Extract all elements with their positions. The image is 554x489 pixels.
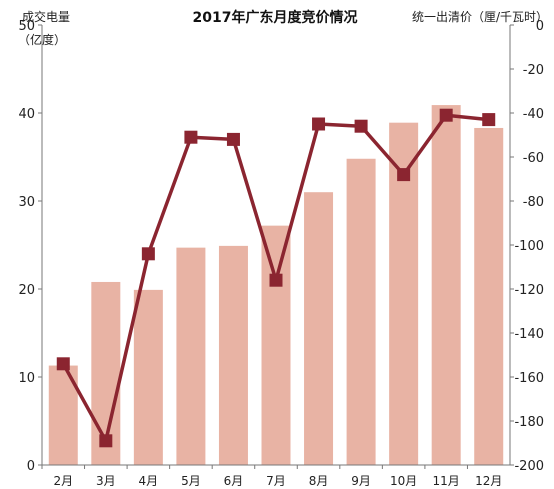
price-marker-2月 [56, 357, 70, 371]
right-tick-label: -40 [523, 107, 544, 122]
price-marker-8月 [312, 117, 326, 131]
price-marker-5月 [184, 130, 198, 144]
price-marker-12月 [482, 113, 496, 127]
right-tick-label: -180 [514, 415, 544, 430]
left-tick-label: 40 [18, 107, 35, 122]
x-tick-label: 4月 [139, 474, 159, 488]
price-marker-11月 [439, 108, 453, 122]
left-tick-label: 0 [27, 459, 35, 474]
price-marker-4月 [141, 247, 155, 261]
x-tick-label: 2月 [53, 474, 73, 488]
right-tick-label: -60 [523, 151, 544, 166]
x-tick-label: 10月 [390, 474, 417, 488]
right-tick-label: 0 [536, 19, 544, 34]
right-axis-title: 统一出清价（厘/千瓦时） [412, 10, 548, 24]
x-tick-label: 5月 [181, 474, 201, 488]
bar-4月 [133, 289, 163, 465]
price-marker-7月 [269, 273, 283, 287]
price-marker-3月 [99, 434, 113, 448]
right-tick-label: -120 [514, 283, 544, 298]
price-marker-9月 [354, 119, 368, 133]
bar-11月 [431, 105, 461, 465]
x-tick-label: 6月 [224, 474, 244, 488]
left-tick-label: 20 [18, 283, 35, 298]
tick-labels: 0 10 20 30 40 50 0 -20 -40 -60 -80 -100 -120 -140 -160… [18, 19, 544, 488]
price-marker-10月 [397, 168, 411, 182]
line-series [56, 108, 496, 448]
left-tick-label: 50 [18, 19, 35, 34]
right-tick-label: -140 [514, 327, 544, 342]
bar-9月 [346, 158, 376, 465]
x-tick-label: 8月 [309, 474, 329, 488]
bar-8月 [304, 192, 334, 465]
left-tick-label: 30 [18, 195, 35, 210]
right-tick-label: -100 [514, 239, 544, 254]
right-tick-label: -160 [514, 371, 544, 386]
right-tick-label: -200 [514, 459, 544, 474]
x-tick-label: 7月 [266, 474, 286, 488]
bar-12月 [474, 127, 504, 466]
price-marker-6月 [226, 132, 240, 146]
axes [38, 24, 514, 469]
bar-7月 [261, 225, 291, 465]
x-tick-label: 12月 [475, 474, 502, 488]
right-tick-label: -20 [523, 63, 544, 78]
x-tick-label: 9月 [351, 474, 371, 488]
x-tick-label: 3月 [96, 474, 116, 488]
bar-series [48, 105, 504, 466]
bar-6月 [218, 245, 248, 465]
left-axis-title-line1: 成交电量 [22, 9, 70, 24]
chart-title: 2017年广东月度竞价情况 [193, 9, 358, 26]
right-tick-label: -80 [523, 195, 544, 210]
left-tick-label: 10 [18, 371, 35, 386]
x-tick-label: 11月 [433, 474, 460, 488]
bar-5月 [176, 247, 206, 465]
